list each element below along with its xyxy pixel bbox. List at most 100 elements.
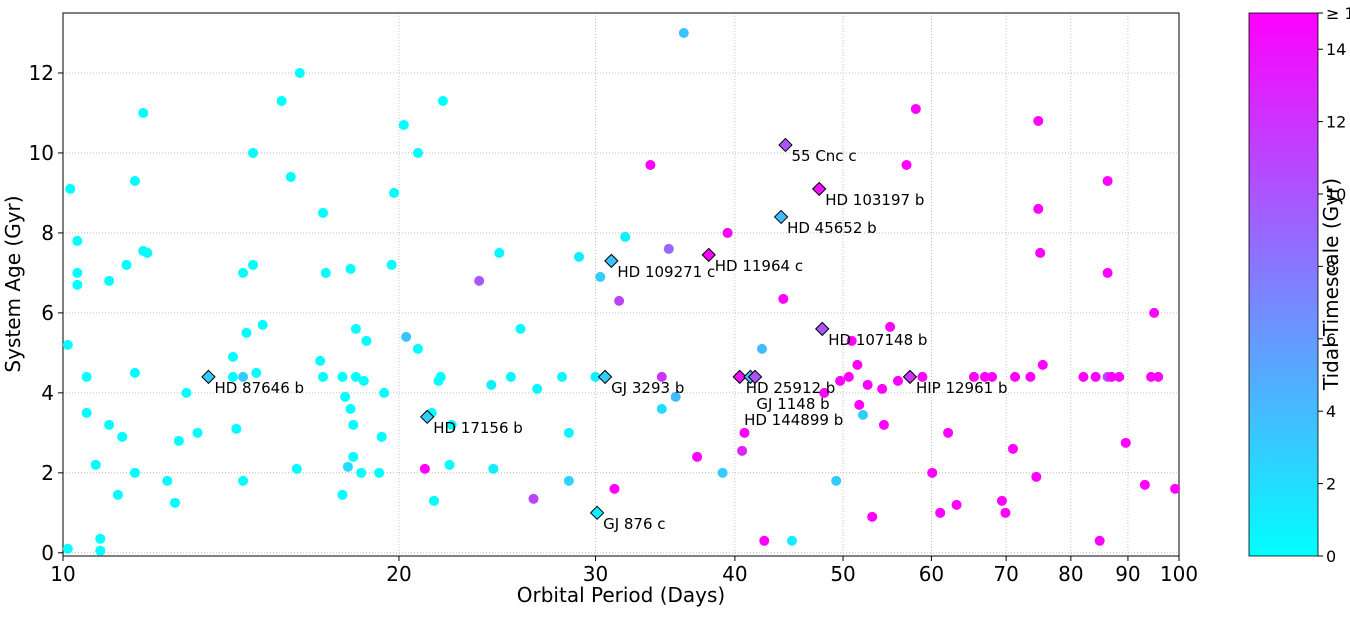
colorbar-tick-label: 14	[1326, 40, 1346, 59]
point-label: HIP 12961 b	[916, 379, 1008, 397]
point	[759, 535, 770, 546]
point	[935, 507, 946, 518]
point	[340, 391, 351, 402]
point	[885, 321, 896, 332]
point	[376, 431, 387, 442]
point	[1090, 371, 1101, 382]
point	[692, 451, 703, 462]
point	[862, 379, 873, 390]
point	[62, 543, 73, 554]
diamond-point	[701, 247, 716, 263]
x-tick-label: 10	[50, 562, 75, 586]
diamond-point	[589, 505, 605, 521]
point	[678, 27, 689, 38]
point-label: HD 144899 b	[744, 411, 843, 429]
point-label: GJ 1148 b	[756, 395, 829, 413]
point	[1102, 267, 1113, 278]
point	[835, 375, 846, 386]
point	[488, 463, 499, 474]
point	[238, 267, 249, 278]
point	[756, 343, 767, 354]
point	[348, 451, 359, 462]
y-tick-label: 0	[41, 541, 54, 565]
point	[1025, 371, 1036, 382]
colorbar-tick-label: 4	[1326, 402, 1336, 421]
point	[656, 403, 667, 414]
point	[951, 499, 962, 510]
x-tick-label: 20	[386, 562, 411, 586]
point	[285, 171, 296, 182]
point	[717, 467, 728, 478]
point	[192, 427, 203, 438]
point	[927, 467, 938, 478]
point-label: HD 107148 b	[828, 331, 927, 349]
point	[877, 383, 888, 394]
point-label: GJ 876 c	[603, 515, 665, 533]
point	[1033, 203, 1044, 214]
point-label: HD 11964 c	[715, 257, 803, 275]
point	[557, 371, 568, 382]
point	[348, 419, 359, 430]
point	[291, 463, 302, 474]
colorbar-tick-label: 0	[1326, 547, 1336, 566]
point	[737, 445, 748, 456]
point	[1149, 307, 1160, 318]
diamond-point	[812, 181, 827, 197]
point-label: HD 103197 b	[825, 191, 924, 209]
y-tick-label: 8	[41, 221, 54, 245]
point-label: HD 25912 b	[746, 379, 836, 397]
point	[170, 497, 181, 508]
point	[318, 371, 329, 382]
point	[257, 319, 268, 330]
colorbar-tick-label: 10	[1326, 185, 1346, 204]
point	[142, 247, 153, 258]
point	[831, 475, 842, 486]
point	[1008, 443, 1019, 454]
point	[444, 459, 455, 470]
point	[345, 263, 356, 274]
point	[320, 267, 331, 278]
point	[892, 375, 903, 386]
point	[645, 159, 656, 170]
point	[979, 371, 990, 382]
point-label: 55 Cnc c	[791, 147, 856, 165]
point	[342, 461, 353, 472]
point	[358, 375, 369, 386]
point	[620, 231, 631, 242]
point-label: HD 87646 b	[214, 379, 304, 397]
y-tick-label: 6	[41, 301, 54, 325]
point	[173, 435, 184, 446]
point	[345, 403, 356, 414]
point	[389, 187, 400, 198]
point	[474, 275, 485, 286]
point	[486, 379, 497, 390]
point	[595, 271, 606, 282]
point	[987, 371, 998, 382]
point	[65, 183, 76, 194]
x-tick-label: 30	[583, 562, 608, 586]
point-label: HD 109271 c	[617, 263, 715, 281]
point	[574, 251, 585, 262]
point	[846, 335, 857, 346]
x-tick-label: 90	[1115, 562, 1140, 586]
point	[854, 399, 865, 410]
point	[867, 511, 878, 522]
point	[614, 295, 625, 306]
colorbar-tick-label: 8	[1326, 257, 1336, 276]
point	[227, 351, 238, 362]
point	[412, 343, 423, 354]
point	[563, 475, 574, 486]
point	[857, 409, 868, 420]
point	[412, 147, 423, 158]
point	[609, 483, 620, 494]
point	[129, 367, 140, 378]
diamond-point	[597, 369, 613, 385]
point	[238, 475, 249, 486]
point	[294, 67, 305, 78]
y-tick-label: 4	[41, 381, 54, 405]
point	[104, 275, 115, 286]
point	[852, 359, 863, 370]
point	[95, 545, 106, 556]
x-tick-label: 50	[830, 562, 855, 586]
